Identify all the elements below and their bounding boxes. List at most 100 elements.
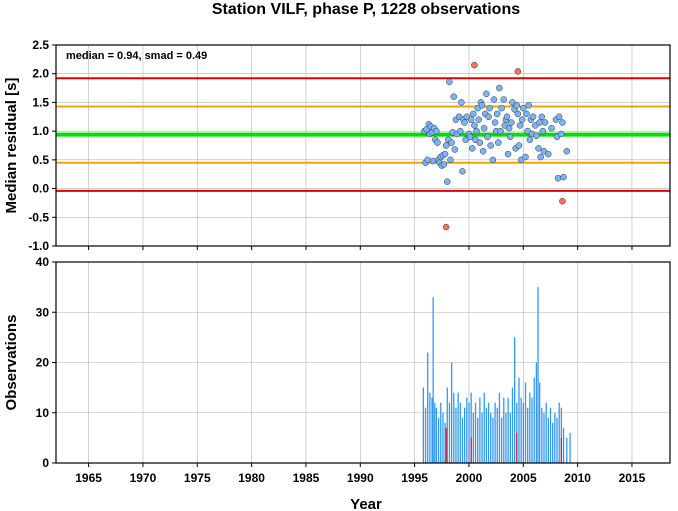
observation-bar — [481, 412, 483, 463]
data-point — [471, 122, 478, 129]
observation-bar — [545, 402, 547, 463]
data-point — [533, 132, 540, 139]
data-point — [538, 113, 546, 121]
y-tick-label: 1.5 — [32, 95, 49, 109]
data-point — [478, 102, 486, 109]
data-point — [473, 127, 480, 135]
data-point — [558, 130, 565, 138]
observation-bar — [472, 412, 475, 463]
data-point — [554, 174, 562, 182]
data-point — [424, 156, 431, 164]
data-point — [450, 93, 457, 100]
residual-frame — [55, 44, 671, 247]
observation-bar — [518, 377, 520, 463]
data-point — [487, 142, 494, 149]
data-point — [446, 78, 453, 86]
observation-bar — [455, 407, 457, 463]
observation-bar — [442, 412, 444, 463]
y-tick-label: 2.0 — [32, 67, 49, 81]
data-point — [490, 96, 498, 103]
observation-bar — [549, 407, 552, 463]
data-point — [500, 96, 507, 103]
data-point — [489, 156, 497, 164]
observation-bar — [500, 417, 503, 463]
x-tick-label: 1980 — [238, 471, 265, 485]
observation-bar — [434, 402, 436, 463]
x-tick-label: 1975 — [184, 471, 211, 485]
observation-bar — [533, 377, 535, 463]
data-point — [442, 142, 450, 149]
observation-bar — [490, 412, 492, 463]
data-point — [441, 150, 449, 158]
data-point — [495, 139, 502, 146]
data-point — [447, 156, 454, 164]
observation-bar — [474, 402, 477, 463]
data-point — [434, 139, 441, 146]
observation-bar — [457, 392, 459, 463]
data-point — [468, 145, 476, 152]
observation-bar — [513, 337, 516, 463]
data-point — [539, 127, 547, 135]
data-point — [505, 125, 513, 132]
observation-bar — [444, 422, 446, 463]
observation-bar — [524, 382, 527, 463]
data-point — [529, 113, 537, 121]
data-point — [485, 113, 492, 121]
data-point — [559, 197, 566, 205]
observation-bar — [543, 412, 545, 463]
data-point — [516, 122, 524, 129]
data-point — [491, 119, 499, 126]
observation-bar — [453, 392, 455, 463]
observation-bar — [427, 352, 429, 463]
y-tick-label: 2.5 — [32, 38, 49, 52]
x-tick-label: 2010 — [564, 471, 591, 485]
x-axis: 1965 1970 1975 1980 1985 1990 1995 2000 2005 2010… — [75, 246, 646, 485]
data-point — [486, 104, 493, 112]
observation-bar — [554, 412, 556, 463]
observation-bar — [566, 437, 568, 463]
y-tick-label: 20 — [36, 356, 50, 370]
data-point — [545, 150, 552, 158]
observation-bar — [477, 417, 479, 463]
observation-bar — [535, 362, 538, 463]
data-point — [457, 127, 464, 135]
data-point — [518, 116, 526, 123]
observation-bar — [527, 407, 529, 463]
observation-bar — [562, 427, 565, 463]
data-point — [476, 139, 484, 146]
observation-bar — [538, 382, 541, 463]
observation-bar — [445, 427, 447, 463]
observation-bar — [531, 397, 533, 463]
observation-bar — [470, 437, 472, 463]
data-point — [471, 61, 478, 69]
observation-bar — [464, 407, 466, 463]
data-point — [459, 168, 466, 175]
y-tick-label: 0 — [42, 456, 49, 470]
data-point — [497, 127, 504, 135]
data-point — [541, 119, 549, 126]
observation-bar — [437, 417, 440, 463]
observation-bar — [450, 362, 453, 463]
observation-bar — [498, 392, 501, 463]
x-tick-label: 2005 — [510, 471, 537, 485]
data-point — [560, 173, 567, 181]
data-point — [503, 113, 511, 121]
residual-panel: -1.0 -0.5 0.0 0.5 1.0 1.5 2.0 2.5 Median residua… — [3, 38, 671, 253]
observation-bar — [483, 392, 485, 463]
data-point — [548, 125, 555, 132]
observation-bar — [509, 412, 511, 463]
data-point — [563, 147, 571, 155]
data-point — [451, 146, 459, 153]
data-point — [559, 119, 566, 126]
observation-bar — [511, 387, 514, 463]
observation-bar — [560, 407, 563, 463]
observations-panel: 0 10 20 30 40 Observations — [3, 255, 671, 470]
y-tick-label: 30 — [36, 305, 50, 319]
observation-bar — [541, 407, 543, 463]
data-point — [520, 104, 527, 112]
observation-bar — [435, 407, 438, 463]
observation-bar — [470, 392, 472, 463]
observation-bar — [485, 407, 488, 463]
y-tick-label: 1.0 — [32, 124, 49, 138]
observation-bar — [516, 432, 518, 463]
